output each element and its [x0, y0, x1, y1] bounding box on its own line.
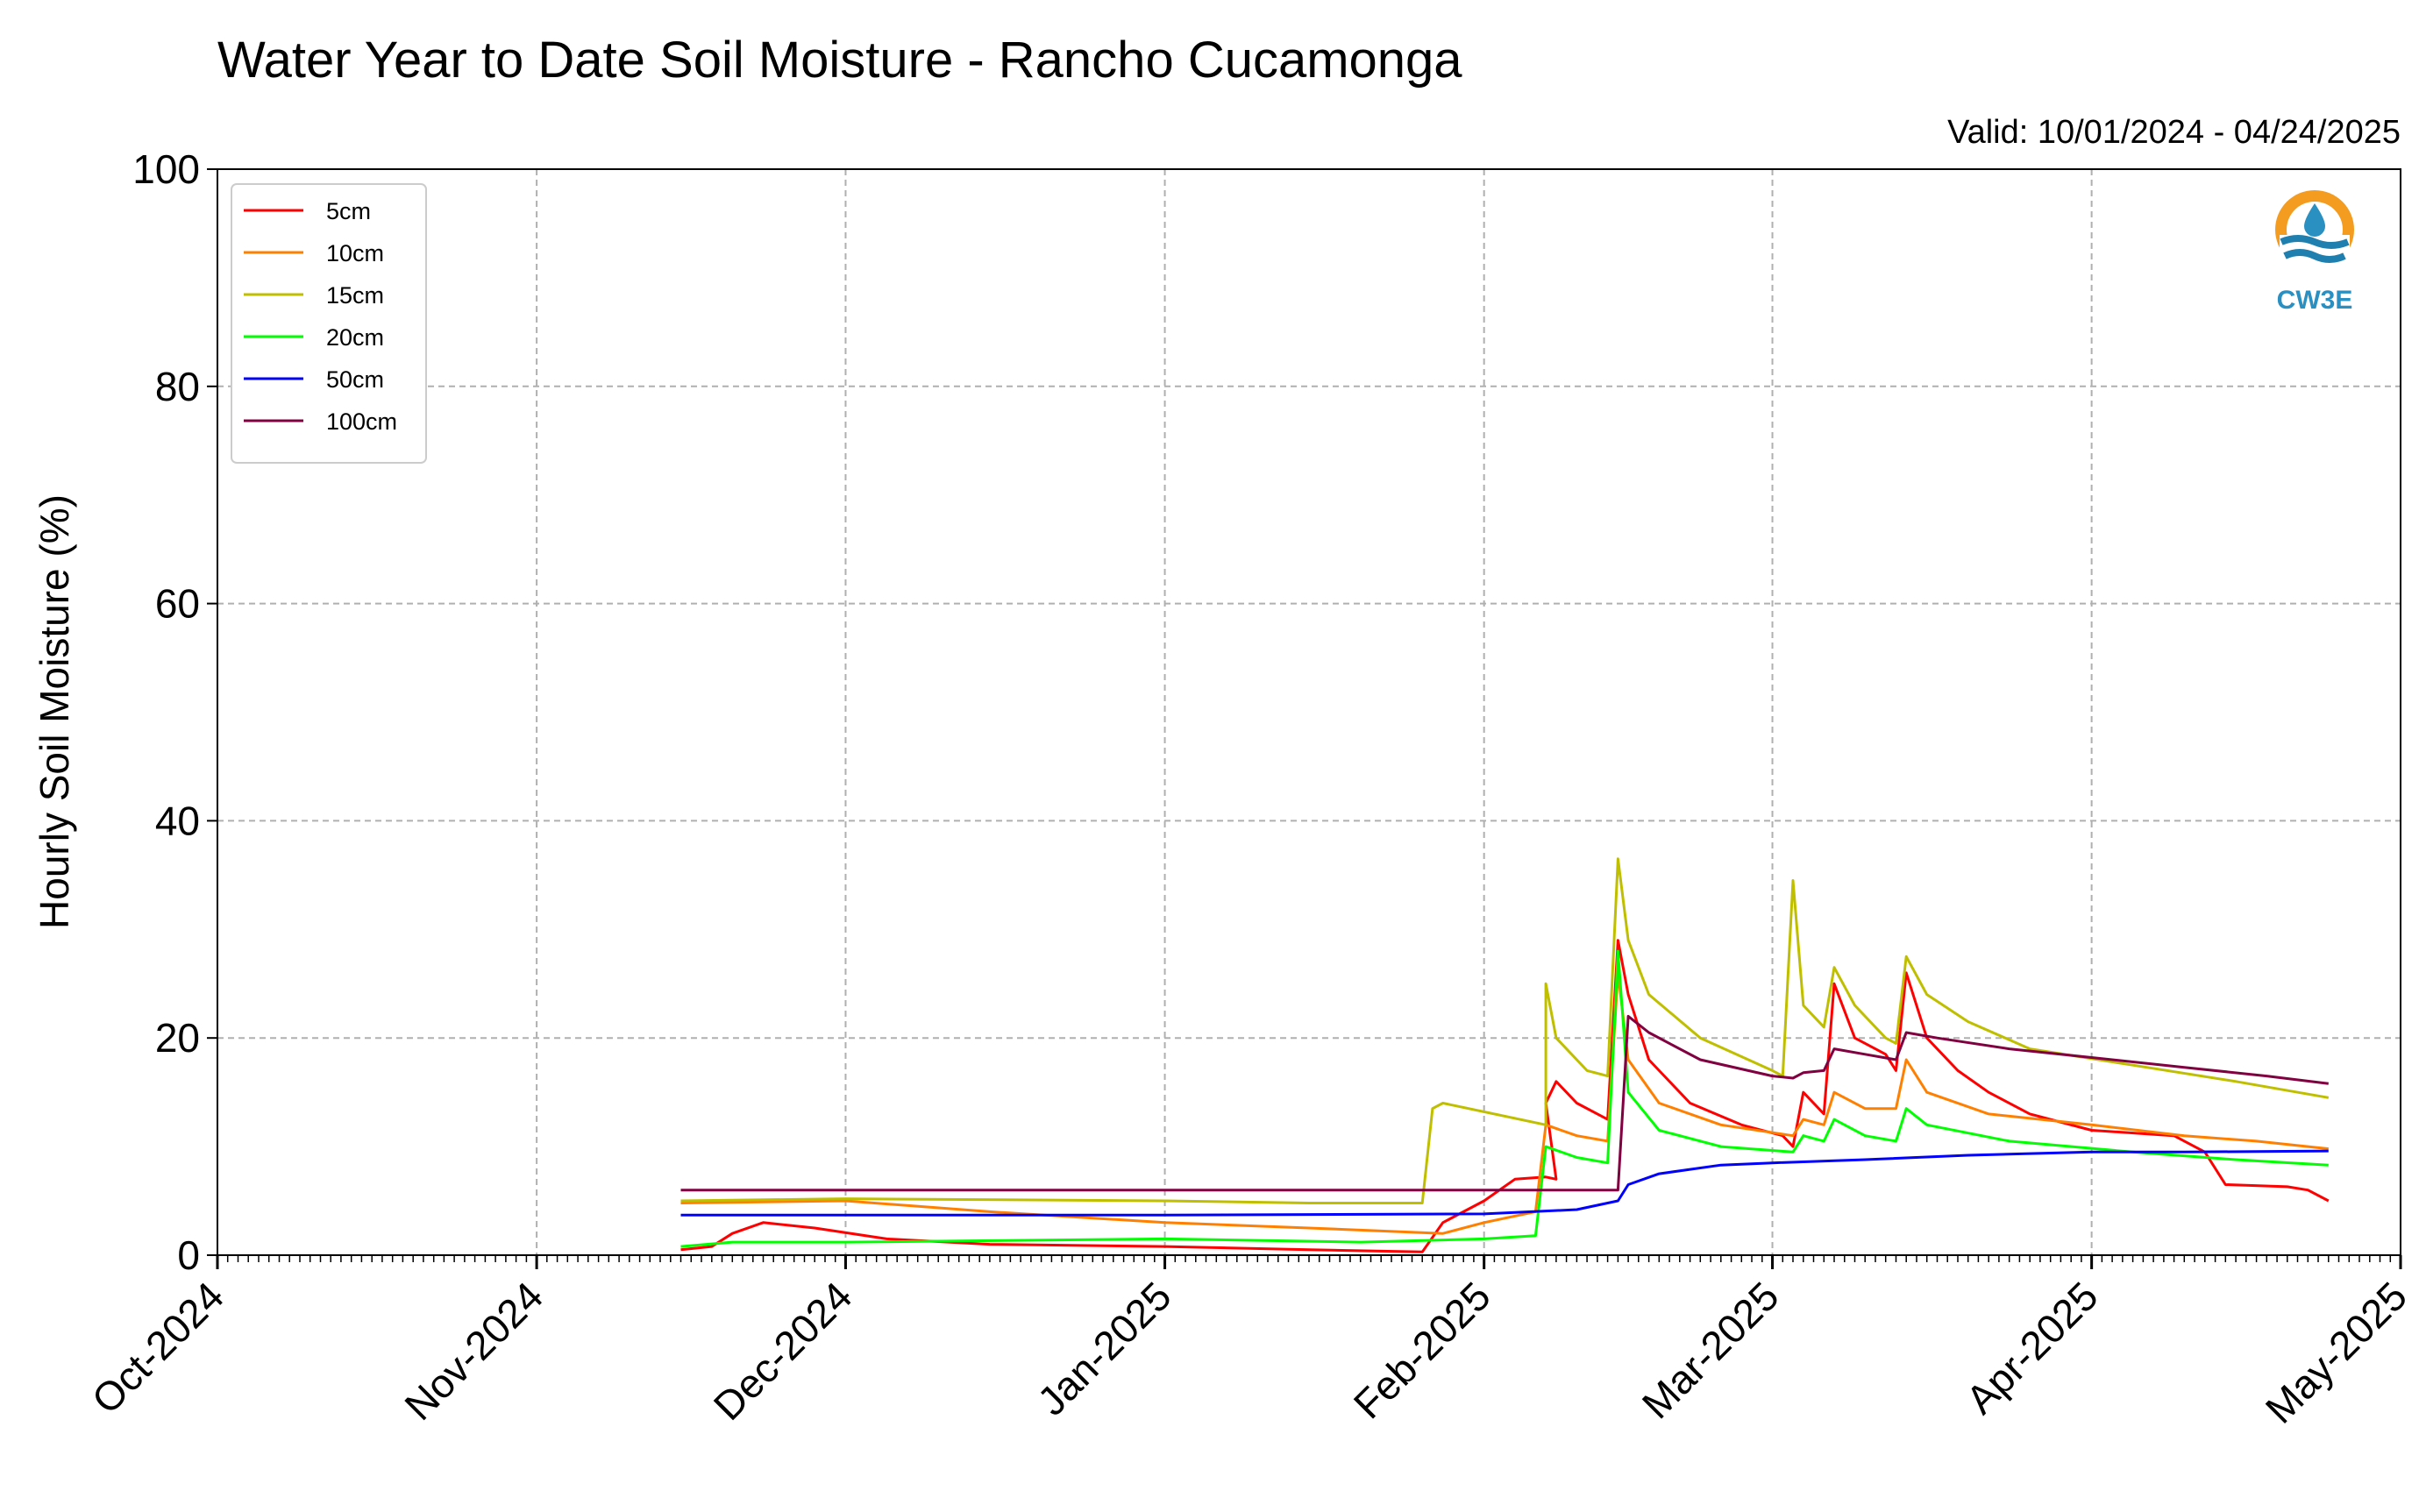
series-line-100cm: [680, 1014, 2329, 1192]
x-tick-label: Jan-2025: [1028, 1273, 1179, 1423]
legend-label-20cm: 20cm: [326, 324, 384, 351]
series-line-5cm: [680, 939, 2330, 1253]
water-drop-icon: [2304, 203, 2325, 237]
x-tick-label: Nov-2024: [395, 1273, 551, 1429]
x-tick-label: Oct-2024: [83, 1273, 233, 1423]
logo-wave-2: [2283, 249, 2346, 263]
y-tick-label: 0: [177, 1232, 200, 1278]
logo-text: CW3E: [2277, 286, 2353, 315]
y-axis: 0 20 40 60 80 100: [132, 146, 217, 1278]
y-tick-label: 20: [155, 1015, 200, 1061]
series-line-15cm: [680, 857, 2330, 1204]
x-tick-label: Apr-2025: [1957, 1273, 2107, 1423]
y-tick-label: 80: [155, 364, 200, 409]
series-line-10cm: [680, 971, 2329, 1235]
y-tick-label: 60: [155, 581, 200, 627]
x-tick-label: Mar-2025: [1633, 1273, 1788, 1427]
y-tick-label: 40: [155, 798, 200, 843]
x-axis: Oct-2024 Nov-2024 Dec-2024 Jan-2025 Feb-2025…: [83, 1255, 2415, 1432]
cw3e-logo: CW3E: [2275, 190, 2354, 315]
plot-frame: [217, 168, 2401, 1256]
legend-label-10cm: 10cm: [326, 240, 384, 266]
legend: 5cm 10cm 15cm 20cm 50cm 100cm: [231, 183, 427, 464]
x-tick-label: May-2025: [2257, 1273, 2415, 1431]
series-line-50cm: [680, 1149, 2329, 1217]
y-axis-label: Hourly Soil Moisture (%): [32, 494, 77, 929]
minor-ticks: [217, 1255, 2401, 1262]
y-tick-label: 100: [132, 146, 200, 192]
chart-subtitle: Valid: 10/01/2024 - 04/24/2025: [1947, 114, 2401, 151]
x-tick-label: Feb-2025: [1345, 1273, 1499, 1427]
legend-label-100cm: 100cm: [326, 408, 397, 435]
chart-title: Water Year to Date Soil Moisture - Ranch…: [217, 32, 1462, 89]
legend-label-15cm: 15cm: [326, 282, 384, 309]
logo-wave-1: [2280, 235, 2350, 249]
series-line-20cm: [680, 949, 2329, 1248]
legend-label-5cm: 5cm: [326, 198, 371, 224]
grid-lines: [217, 168, 2401, 1256]
legend-label-50cm: 50cm: [326, 366, 384, 393]
x-minor-tick-marks: [217, 1255, 2401, 1262]
series-lines: [680, 857, 2330, 1253]
x-tick-label: Dec-2024: [705, 1273, 861, 1429]
